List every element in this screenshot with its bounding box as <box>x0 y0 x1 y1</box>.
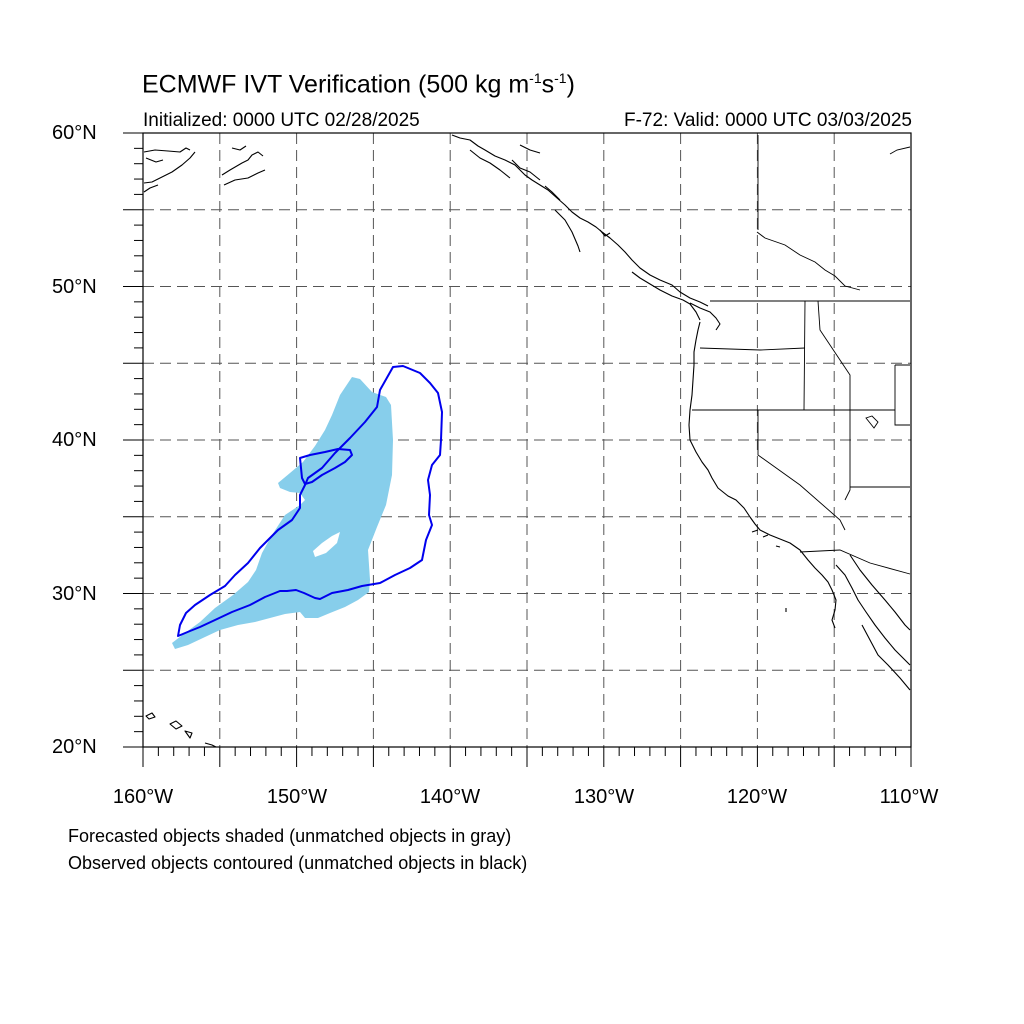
alaska-west-coast <box>143 147 196 193</box>
axis-ticks <box>123 132 912 767</box>
lat-label-50n: 50°N <box>52 276 97 298</box>
forecast-legend-note: Forecasted objects shaded (unmatched obj… <box>68 826 512 846</box>
idaho-border <box>803 300 851 411</box>
lon-label-140w: 140°W <box>419 786 481 808</box>
forecast-object-shaded <box>172 377 393 649</box>
canada-interior-coast <box>756 135 911 291</box>
observed-object-inner-contour <box>299 448 353 485</box>
observed-objects <box>177 365 443 637</box>
us-west-coast <box>688 321 837 629</box>
great-salt-lake <box>865 415 879 429</box>
gulf-of-alaska-coast <box>451 134 709 307</box>
washington-oregon-border <box>699 347 806 351</box>
alaska-kenai-coast <box>221 145 266 186</box>
state-borders <box>692 135 911 575</box>
lat-label-20n: 20°N <box>52 736 97 758</box>
valid-time: F-72: Valid: 0000 UTC 03/03/2025 <box>624 110 912 131</box>
lon-label-150w: 150°W <box>266 786 328 808</box>
initialized-time: Initialized: 0000 UTC 02/28/2025 <box>143 110 420 131</box>
us-mexico-border <box>799 549 911 575</box>
lon-label-130w: 130°W <box>573 786 635 808</box>
lat-label-40n: 40°N <box>52 429 97 451</box>
baja-california-gulf <box>835 554 911 666</box>
lon-label-120w: 120°W <box>726 786 788 808</box>
california-nevada-border <box>757 410 846 531</box>
mexico-west-coast <box>861 624 911 691</box>
bc-coast <box>631 271 721 331</box>
nevada-arizona-border <box>844 410 851 501</box>
observed-object-contour <box>177 365 443 637</box>
hawaiian-islands <box>145 712 217 748</box>
alexander-archipelago <box>469 144 611 253</box>
coastlines <box>143 134 911 748</box>
observed-legend-note: Observed objects contoured (unmatched ob… <box>68 853 528 873</box>
lat-label-30n: 30°N <box>52 583 97 605</box>
map-title: ECMWF IVT Verification (500 kg m-1s-1) <box>142 70 575 99</box>
colorado-wyoming-border <box>894 364 910 426</box>
forecast-object-hole <box>313 532 340 557</box>
lon-label-110w: 110°W <box>879 786 939 808</box>
lat-label-60n: 60°N <box>52 122 97 144</box>
lon-label-160w: 160°W <box>112 786 174 808</box>
channel-islands <box>751 529 787 612</box>
graticule <box>143 133 911 747</box>
forecast-objects <box>172 377 393 649</box>
